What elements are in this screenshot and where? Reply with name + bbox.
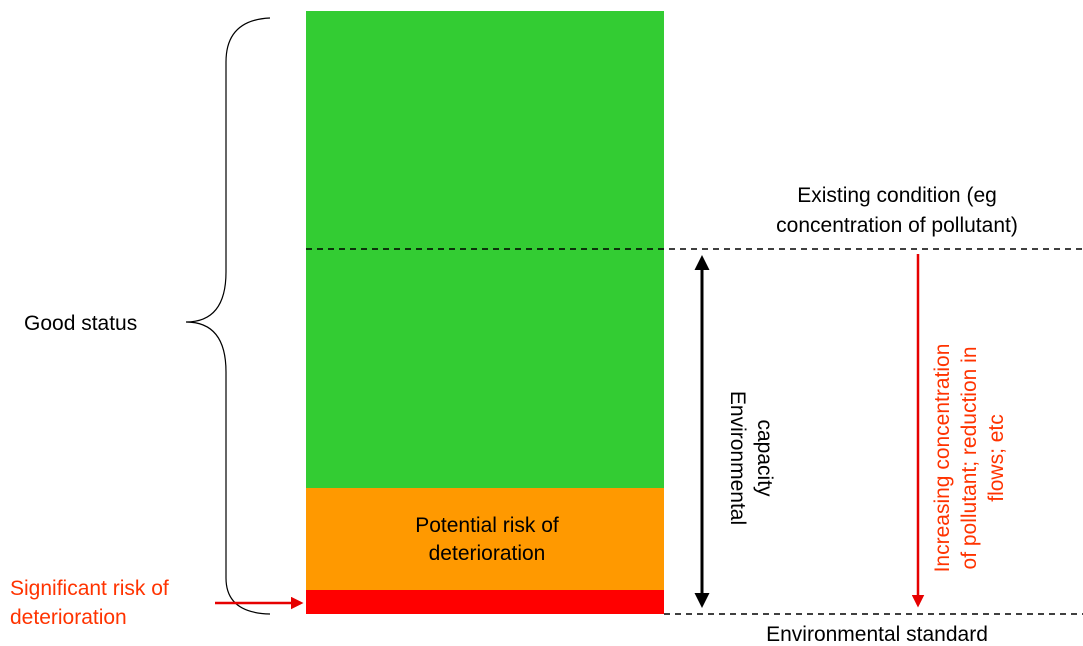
- potential-risk-region: [306, 488, 664, 590]
- potential-risk-label-line1: Potential risk of: [415, 514, 559, 537]
- existing-condition-label-line1: Existing condition (eg: [797, 184, 997, 207]
- increasing-label-line2: of pollutant; reduction in: [958, 347, 981, 570]
- capacity-label-line2: capacity: [753, 419, 776, 497]
- existing-condition-label-line2: concentration of pollutant): [776, 214, 1018, 237]
- good-status-label: Good status: [24, 312, 137, 335]
- increasing-label-line1: Increasing concentration: [931, 344, 954, 573]
- increasing-concentration-label: Increasing concentration of pollutant; r…: [931, 344, 1008, 573]
- increasing-label-line3: flows; etc: [985, 414, 1008, 502]
- significant-risk-label-line2: deterioration: [10, 606, 127, 629]
- good-status-brace: [185, 17, 271, 615]
- environmental-standard-label: Environmental standard: [766, 623, 988, 646]
- significant-risk-region: [306, 590, 664, 614]
- significant-risk-label-line1: Significant risk of: [10, 577, 169, 600]
- capacity-label-line1: Environmental: [726, 391, 749, 525]
- capacity-label: Environmental capacity: [726, 391, 776, 525]
- potential-risk-label-line2: deterioration: [429, 542, 546, 565]
